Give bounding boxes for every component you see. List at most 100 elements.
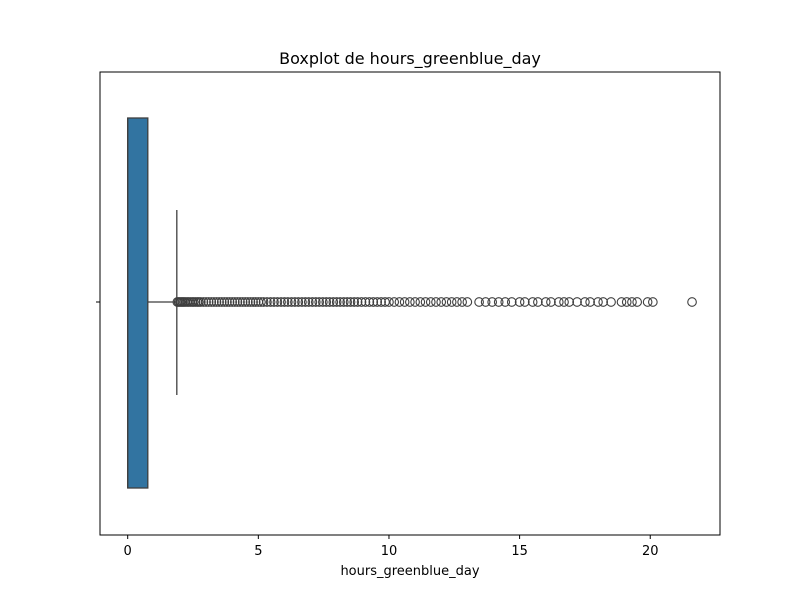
outlier-point <box>209 297 219 307</box>
outlier-point <box>627 297 637 307</box>
outlier-point <box>648 297 658 307</box>
outlier-point <box>436 297 447 307</box>
x-tick-label: 5 <box>254 544 262 559</box>
outlier-point <box>527 297 538 307</box>
outlier-point <box>328 297 339 307</box>
outlier-point <box>415 297 426 307</box>
outlier-point <box>425 297 436 307</box>
outlier-point <box>203 297 214 307</box>
outlier-point <box>321 297 332 307</box>
chart-title: Boxplot de hours_greenblue_day <box>279 49 541 69</box>
outlier-point <box>431 297 441 307</box>
outlier-point <box>376 297 386 307</box>
outlier-point <box>338 297 349 307</box>
x-tick-label: 15 <box>511 544 528 559</box>
outlier-point <box>452 297 462 307</box>
outlier-point <box>585 297 595 307</box>
outlier-point <box>616 297 627 307</box>
outlier-point <box>345 297 356 307</box>
outlier-point <box>276 297 286 307</box>
outlier-point <box>310 297 321 307</box>
outlier-point <box>559 297 569 307</box>
outlier-point <box>324 297 335 307</box>
outlier-point <box>457 297 467 307</box>
outlier-point <box>290 297 300 307</box>
outlier-point <box>237 297 248 307</box>
outlier-point <box>410 297 420 307</box>
outlier-point <box>352 297 363 307</box>
outlier-point <box>506 297 517 307</box>
outlier-group <box>172 297 697 307</box>
outlier-point <box>206 297 217 307</box>
outlier-point <box>546 297 556 307</box>
outlier-point <box>356 297 367 307</box>
outlier-point <box>283 297 293 307</box>
outlier-point <box>279 297 290 307</box>
outlier-point <box>580 297 590 307</box>
outlier-point <box>533 297 543 307</box>
outlier-point <box>621 297 632 307</box>
outlier-point <box>286 297 297 307</box>
outlier-point <box>342 297 353 307</box>
outlier-point <box>441 297 452 307</box>
outlier-point <box>269 297 279 307</box>
x-tick-label: 0 <box>124 544 132 559</box>
outlier-point <box>272 297 283 307</box>
outlier-point <box>598 297 609 307</box>
iqr-box <box>127 117 149 489</box>
outlier-point <box>198 297 209 307</box>
outlier-point <box>572 297 582 307</box>
outlier-point <box>519 297 530 307</box>
outlier-point <box>232 297 243 307</box>
outlier-point <box>222 297 232 307</box>
outlier-point <box>405 297 415 307</box>
outlier-point <box>297 297 307 307</box>
outlier-point <box>372 297 383 307</box>
outlier-point <box>540 297 551 307</box>
outlier-point <box>360 297 371 307</box>
outlier-point <box>318 297 328 307</box>
outlier-point <box>227 297 238 307</box>
outlier-point <box>514 297 525 307</box>
outlier-point <box>219 297 230 307</box>
outlier-point <box>256 297 266 307</box>
outlier-point <box>500 297 511 307</box>
outlier-point <box>262 297 272 307</box>
outlier-point <box>399 297 410 307</box>
outlier-point <box>474 297 484 307</box>
outlier-point <box>394 297 405 307</box>
outlier-point <box>420 297 431 307</box>
outlier-point <box>606 297 616 307</box>
outlier-point <box>248 297 258 307</box>
outlier-point <box>687 297 697 307</box>
x-tick-label: 10 <box>381 544 398 559</box>
outlier-point <box>307 297 318 307</box>
outlier-point <box>235 297 245 307</box>
outlier-point <box>229 297 240 307</box>
outlier-point <box>250 297 261 307</box>
x-axis-label: hours_greenblue_day <box>340 564 479 579</box>
outlier-point <box>224 297 235 307</box>
outlier-point <box>462 297 473 307</box>
outlier-point <box>258 297 269 307</box>
outlier-point <box>216 297 227 307</box>
outlier-point <box>384 297 394 307</box>
x-tick-label: 20 <box>642 544 659 559</box>
outlier-point <box>349 297 360 307</box>
outlier-point <box>243 297 253 307</box>
outlier-point <box>245 297 256 307</box>
outlier-point <box>642 297 653 307</box>
outlier-point <box>446 297 457 307</box>
outlier-point <box>487 297 498 307</box>
outlier-point <box>303 297 314 307</box>
outlier-point <box>201 297 211 307</box>
outlier-point <box>553 297 564 307</box>
outlier-point <box>480 297 491 307</box>
outlier-point <box>389 297 400 307</box>
outlier-point <box>293 297 304 307</box>
plot-area <box>99 71 721 536</box>
outlier-point <box>493 297 504 307</box>
outlier-point <box>564 297 575 307</box>
outlier-point <box>214 297 224 307</box>
